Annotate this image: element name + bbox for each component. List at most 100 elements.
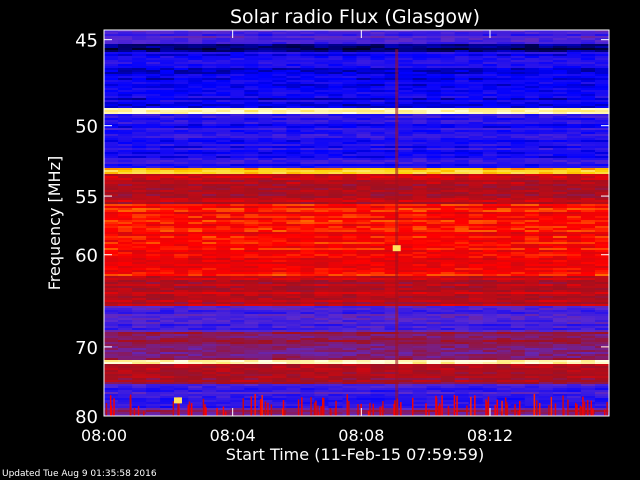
spectrogram-cell [538,52,554,55]
spectrogram-cell [202,244,217,247]
spectrogram-cell [524,54,540,57]
spectrogram-cell [552,290,568,293]
spectrogram-cell [132,96,147,99]
spectrogram-cell [538,152,554,155]
spectrogram-cell [314,122,329,125]
spectrogram-cell [468,194,484,197]
spectrogram-cell [384,186,400,189]
spectrogram-cell [510,294,526,297]
spectrogram-cell [384,124,400,127]
spectrogram-cell [314,188,329,191]
spectrogram-cell [216,50,231,53]
spectrogram-cell [580,192,596,195]
spectrogram-cell [202,302,217,305]
spectrogram-cell [566,152,582,155]
spectrogram-cell [356,218,372,221]
spectrogram-cell [244,128,259,131]
spectrogram-cell [566,258,582,261]
spectrogram-cell [524,58,540,61]
spectrogram-cell [524,76,540,79]
spectrogram-cell [482,78,498,81]
spectrogram-cell [552,242,568,245]
spectrogram-cell [118,86,133,89]
spectrogram-cell [356,214,372,217]
spectrogram-cell [118,158,133,161]
spectrogram-cell [398,248,414,251]
spectrogram-cell [454,54,470,57]
spectrogram-cell [342,148,358,151]
spectrogram-cell [482,258,498,261]
spectrogram-cell [230,30,245,33]
spectrogram-cell [314,130,329,133]
spectrogram-cell [300,274,315,277]
spectrogram-cell [160,306,175,309]
spectrogram-cell [244,244,259,247]
spectrogram-cell [244,94,259,97]
spectrogram-cell [538,166,554,169]
spectrogram-cell [538,82,554,85]
spectrogram-cell [328,66,343,69]
spectrogram-cell [482,254,498,257]
spectrogram-cell [356,238,372,241]
spectrogram-cell [146,220,161,223]
spectrogram-cell [552,68,568,71]
spectrogram-cell [300,304,315,307]
spectrogram-cell [440,34,456,37]
spectrogram-cell [482,52,498,55]
spectrogram-cell [230,54,245,57]
spectrogram-cell [412,88,428,91]
spectrogram-cell [174,134,189,137]
spectrogram-cell [552,304,568,307]
spectrogram-cell [538,228,554,231]
spectrogram-cell [286,140,301,143]
spectrogram-cell [202,214,217,217]
spectrogram-cell [440,116,456,119]
spectrogram-cell [496,120,512,123]
spectrogram-cell [132,228,147,231]
spectrogram-cell [230,304,245,307]
spectrogram-cell [202,34,217,37]
spectrogram-cell [595,184,610,187]
spectrogram-cell [244,264,259,267]
spectrogram-cell [454,238,470,241]
spectrogram-cell [454,120,470,123]
spectrogram-cell [426,182,442,185]
spectrogram-cell [300,146,315,149]
spectrogram-cell [384,122,400,125]
spectrogram-cell [174,242,189,245]
spectrogram-cell [426,258,442,261]
spectrogram-cell [216,52,231,55]
spectrogram-cell [356,276,372,279]
spectrogram-cell [454,174,470,177]
spectrogram-cell [468,130,484,133]
spectrogram-cell [188,238,203,241]
spectrogram-cell [328,42,343,45]
spectrogram-cell [426,202,442,205]
spectrogram-cell [510,88,526,91]
spectrogram-cell [118,268,133,271]
spectrogram-cell [300,236,315,239]
spectrogram-cell [216,70,231,73]
spectrogram-cell [412,260,428,263]
spectrogram-cell [440,236,456,239]
spectrogram-cell [216,72,231,75]
spectrogram-cell [412,114,428,117]
spectrogram-cell [580,164,596,167]
spectrogram-cell [258,260,273,263]
spectrogram-cell [412,192,428,195]
spectrogram-cell [314,250,329,253]
spectrogram-cell [384,304,400,307]
spectrogram-cell [580,106,596,109]
spectrogram-cell [384,60,400,63]
spectrogram-cell [160,34,175,37]
spectrogram-cell [160,256,175,259]
spectrogram-cell [230,116,245,119]
spectrogram-cell [538,292,554,295]
spectrogram-cell [426,272,442,275]
spectrogram-cell [510,62,526,65]
spectrogram-cell [258,164,273,167]
spectrogram-cell [342,92,358,95]
spectrogram-cell [132,260,147,263]
spectrogram-cell [216,122,231,125]
spectrogram-cell [412,108,428,111]
